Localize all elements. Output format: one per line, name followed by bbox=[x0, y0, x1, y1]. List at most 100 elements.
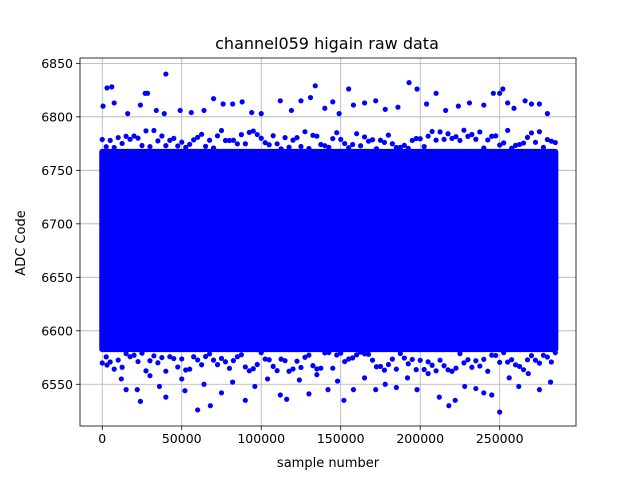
data-point bbox=[107, 137, 113, 143]
data-point bbox=[302, 354, 308, 360]
data-point bbox=[188, 109, 194, 116]
data-point bbox=[497, 142, 503, 148]
data-point bbox=[361, 375, 368, 381]
data-point bbox=[461, 127, 467, 133]
data-point bbox=[111, 100, 117, 106]
data-point bbox=[288, 107, 295, 114]
data-point bbox=[123, 387, 129, 393]
data-points bbox=[99, 71, 559, 415]
data-point bbox=[264, 376, 271, 382]
data-point bbox=[465, 357, 471, 363]
y-tick-label: 6750 bbox=[41, 163, 73, 178]
data-point bbox=[147, 358, 153, 364]
data-point bbox=[341, 397, 347, 403]
data-point bbox=[179, 356, 185, 362]
data-point bbox=[433, 137, 439, 143]
data-point bbox=[144, 90, 151, 96]
data-point bbox=[509, 357, 515, 363]
data-point bbox=[99, 136, 105, 143]
data-point bbox=[127, 136, 133, 142]
data-point bbox=[318, 365, 324, 371]
data-point bbox=[354, 352, 360, 358]
data-point bbox=[278, 146, 284, 152]
data-point bbox=[382, 381, 388, 387]
data-point bbox=[210, 357, 217, 363]
data-point bbox=[481, 102, 487, 108]
data-point bbox=[520, 367, 527, 373]
data-point bbox=[473, 358, 479, 364]
data-point bbox=[350, 141, 356, 148]
data-point bbox=[191, 354, 197, 360]
data-point bbox=[298, 143, 304, 150]
data-point bbox=[183, 367, 189, 373]
data-point bbox=[286, 368, 292, 374]
data-point bbox=[425, 370, 431, 377]
x-tick-label: 150000 bbox=[317, 431, 365, 446]
data-point bbox=[461, 360, 467, 366]
data-point bbox=[266, 142, 272, 148]
data-point bbox=[342, 358, 348, 365]
chart-title: channel059 higain raw data bbox=[215, 34, 439, 53]
data-point bbox=[373, 98, 379, 104]
data-point bbox=[389, 141, 395, 147]
data-point bbox=[147, 373, 153, 379]
data-point bbox=[493, 352, 499, 359]
data-point bbox=[226, 137, 233, 144]
data-point bbox=[493, 133, 499, 139]
data-point bbox=[361, 100, 368, 106]
data-point bbox=[382, 106, 388, 112]
y-tick-label: 6650 bbox=[41, 270, 73, 285]
data-point bbox=[206, 137, 213, 143]
data-point bbox=[524, 357, 531, 363]
data-point bbox=[511, 105, 517, 111]
data-point bbox=[274, 368, 280, 374]
data-point bbox=[481, 145, 487, 151]
data-point bbox=[159, 133, 165, 139]
data-point bbox=[528, 101, 535, 107]
data-point bbox=[540, 144, 547, 150]
data-point bbox=[485, 137, 491, 143]
data-point bbox=[171, 355, 177, 362]
data-point bbox=[115, 134, 121, 141]
data-point bbox=[118, 376, 124, 382]
data-point bbox=[238, 132, 244, 138]
data-point bbox=[220, 101, 226, 107]
data-point bbox=[250, 366, 256, 372]
data-point bbox=[177, 107, 183, 114]
data-point bbox=[284, 396, 290, 402]
data-point bbox=[234, 354, 240, 360]
data-point bbox=[252, 383, 258, 390]
data-point bbox=[167, 354, 173, 360]
data-point bbox=[516, 141, 523, 148]
data-point bbox=[131, 133, 137, 139]
data-point bbox=[350, 387, 357, 393]
data-point bbox=[338, 350, 344, 356]
plot-frame bbox=[79, 57, 577, 427]
data-point bbox=[111, 144, 117, 151]
data-point bbox=[290, 366, 296, 372]
data-point bbox=[139, 142, 145, 149]
data-point bbox=[314, 133, 320, 139]
data-point bbox=[103, 354, 109, 360]
data-point bbox=[536, 360, 543, 366]
data-point bbox=[270, 133, 276, 139]
data-point bbox=[115, 357, 121, 363]
data-point bbox=[286, 144, 292, 150]
data-point bbox=[528, 353, 535, 359]
data-point bbox=[139, 350, 145, 356]
data-point bbox=[365, 351, 372, 357]
data-point bbox=[104, 85, 110, 91]
data-point bbox=[505, 100, 511, 106]
data-point bbox=[393, 366, 399, 372]
data-point bbox=[277, 98, 283, 104]
data-point bbox=[414, 387, 420, 393]
data-point bbox=[310, 132, 316, 138]
data-point bbox=[258, 135, 264, 141]
data-point bbox=[218, 355, 225, 362]
data-point bbox=[175, 364, 181, 370]
x-tick-label: 100000 bbox=[237, 431, 285, 446]
data-point bbox=[505, 359, 511, 365]
data-point bbox=[544, 354, 550, 360]
data-point bbox=[404, 375, 411, 381]
data-point bbox=[342, 140, 348, 147]
